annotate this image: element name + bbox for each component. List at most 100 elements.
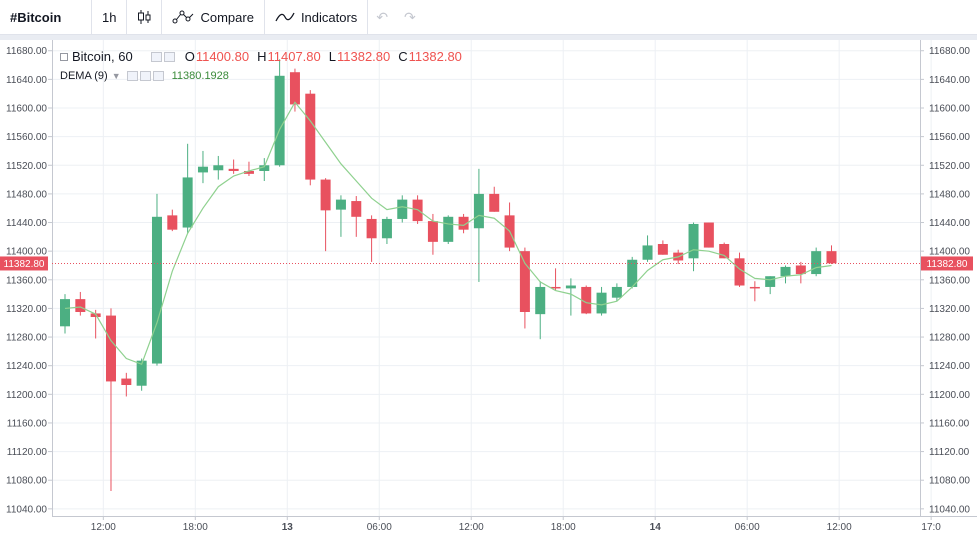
open-value: 11400.80 bbox=[195, 49, 250, 64]
indicator-legend: DEMA (9) ▼ 11380.1928 bbox=[60, 70, 229, 82]
x-tick-label: 06:00 bbox=[367, 522, 392, 533]
settings-icon[interactable] bbox=[163, 51, 175, 62]
candle-body bbox=[366, 218, 377, 239]
interval-button[interactable]: 1h bbox=[92, 0, 128, 34]
y-tick-label-left: 11080.00 bbox=[6, 476, 47, 487]
indicators-button[interactable]: Indicators bbox=[265, 0, 369, 34]
y-tick-label-left: 11640.00 bbox=[6, 75, 47, 86]
y-tick-label-left: 11400.00 bbox=[6, 247, 47, 258]
candle-body bbox=[75, 299, 86, 312]
candle-body bbox=[780, 266, 791, 277]
candle-body bbox=[228, 168, 239, 171]
indicator-name: DEMA (9) bbox=[60, 70, 108, 82]
candle-body bbox=[289, 72, 300, 105]
y-tick-label-right: 11280.00 bbox=[929, 333, 970, 344]
y-tick-label-right: 11160.00 bbox=[929, 418, 970, 429]
candle-body bbox=[535, 286, 546, 315]
low-value: 11382.80 bbox=[336, 49, 391, 64]
candle-body bbox=[473, 193, 484, 229]
candle-body bbox=[688, 223, 699, 259]
y-tick-label-right: 11440.00 bbox=[929, 218, 970, 229]
open-label: O bbox=[184, 49, 195, 64]
candle-body bbox=[550, 286, 561, 289]
undo-icon: ↶ bbox=[376, 8, 389, 25]
candle-body bbox=[703, 222, 714, 248]
candle-body bbox=[443, 216, 454, 242]
candle-body bbox=[121, 378, 132, 386]
candle-body bbox=[749, 286, 760, 289]
x-tick-label: 12:00 bbox=[91, 522, 116, 533]
y-tick-label-left: 11320.00 bbox=[6, 304, 47, 315]
settings-icon[interactable] bbox=[139, 71, 151, 81]
series-legend: Bitcoin, 60 O 11400.80 H 11407.80 L 11382.8… bbox=[60, 49, 462, 64]
chart-style-button[interactable] bbox=[127, 0, 163, 34]
y-tick-label-left: 11160.00 bbox=[7, 418, 48, 429]
close-label: C bbox=[398, 49, 408, 64]
candle-body bbox=[213, 165, 224, 171]
close-value: 11382.80 bbox=[408, 49, 462, 64]
low-label: L bbox=[328, 49, 336, 64]
x-tick-label: 17:0 bbox=[921, 522, 941, 533]
y-tick-label-right: 11480.00 bbox=[929, 189, 970, 200]
indicators-icon bbox=[275, 12, 295, 22]
collapse-icon[interactable] bbox=[60, 52, 68, 61]
chevron-down-icon[interactable]: ▼ bbox=[111, 71, 121, 81]
candle-body bbox=[105, 315, 116, 382]
last-price-badge-right bbox=[921, 256, 973, 271]
candle-body bbox=[427, 221, 438, 242]
eye-icon[interactable] bbox=[126, 71, 138, 81]
y-tick-label-left: 11480.00 bbox=[6, 189, 47, 200]
y-tick-label-left: 11520.00 bbox=[6, 161, 47, 172]
candle-body bbox=[397, 199, 408, 219]
candle-body bbox=[243, 170, 254, 174]
x-tick-label: 12:00 bbox=[459, 522, 484, 533]
candle-body bbox=[335, 199, 346, 210]
candle-body bbox=[596, 292, 607, 314]
candle-body bbox=[565, 285, 576, 289]
y-tick-label-right: 11360.00 bbox=[929, 275, 970, 286]
candle-body bbox=[826, 251, 837, 264]
y-tick-label-right: 11080.00 bbox=[929, 476, 970, 487]
compare-label: Compare bbox=[200, 9, 254, 25]
y-tick-label-right: 11200.00 bbox=[929, 390, 970, 401]
y-tick-label-left: 11120.00 bbox=[7, 447, 48, 458]
high-label: H bbox=[257, 49, 267, 64]
y-tick-label-right: 11560.00 bbox=[929, 132, 970, 143]
undo-button[interactable]: ↶ bbox=[368, 0, 396, 34]
y-tick-label-right: 11600.00 bbox=[929, 104, 970, 115]
y-tick-label-left: 11280.00 bbox=[6, 333, 47, 344]
candle-body bbox=[811, 251, 822, 275]
candle-body bbox=[305, 93, 316, 180]
candle-body bbox=[765, 276, 776, 287]
candle-body bbox=[642, 245, 653, 260]
symbol-search[interactable]: #Bitcoin bbox=[0, 0, 92, 34]
y-tick-label-right: 11400.00 bbox=[929, 247, 970, 258]
indicator-value: 11380.1928 bbox=[171, 70, 229, 82]
y-tick-label-right: 11640.00 bbox=[929, 75, 970, 86]
toolbar: #Bitcoin 1h Compare Indicators ↶ ↷ bbox=[0, 0, 977, 35]
y-tick-label-right: 11680.00 bbox=[929, 46, 970, 57]
y-tick-label-left: 11240.00 bbox=[6, 361, 47, 372]
x-tick-label: 18:00 bbox=[183, 522, 208, 533]
y-tick-label-right: 11520.00 bbox=[929, 161, 970, 172]
candle-body bbox=[274, 75, 285, 166]
close-icon[interactable] bbox=[152, 71, 164, 81]
candle-body bbox=[458, 216, 469, 230]
candle-body bbox=[167, 215, 178, 230]
candle-body bbox=[627, 259, 638, 287]
price-chart[interactable]: 11040.00 11040.00 11080.00 11080.00 11120.00… bbox=[0, 40, 977, 534]
redo-button[interactable]: ↷ bbox=[396, 0, 424, 34]
candle-body bbox=[657, 244, 668, 255]
compare-button[interactable]: Compare bbox=[162, 0, 265, 34]
x-tick-label: 12:00 bbox=[827, 522, 852, 533]
eye-icon[interactable] bbox=[150, 51, 162, 62]
redo-icon: ↷ bbox=[404, 8, 416, 25]
y-tick-label-right: 11320.00 bbox=[929, 304, 970, 315]
last-price-label-right: 11382.80 bbox=[927, 259, 968, 270]
y-tick-label-left: 11440.00 bbox=[6, 218, 47, 229]
x-tick-label: 18:00 bbox=[551, 522, 576, 533]
candle-body bbox=[182, 177, 193, 228]
y-tick-label-left: 11360.00 bbox=[6, 275, 47, 286]
candle-body bbox=[719, 244, 730, 259]
x-tick-label: 13 bbox=[282, 522, 294, 533]
